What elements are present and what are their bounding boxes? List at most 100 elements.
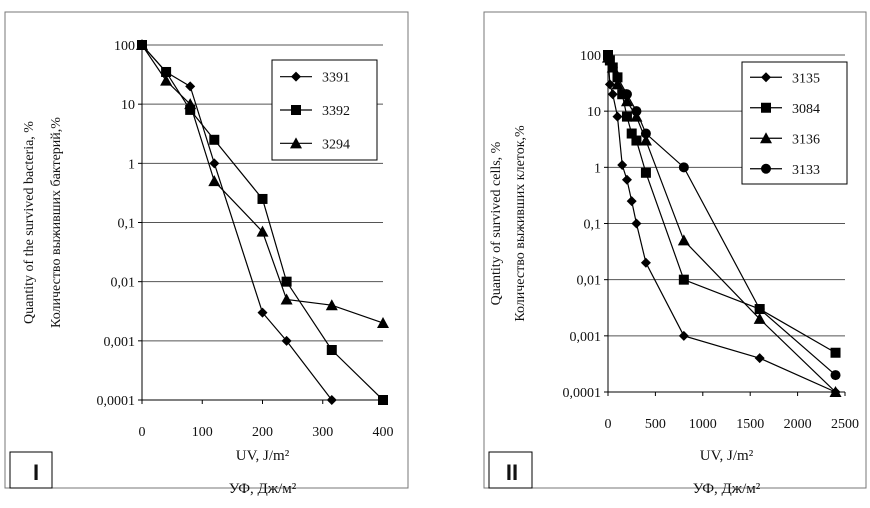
y-tick-label: 0,1 (118, 217, 136, 232)
data-point-3391 (185, 81, 196, 92)
data-point-3391 (326, 395, 337, 405)
x-axis-label: UV, J/m² (700, 448, 754, 464)
y-tick-label: 10 (121, 98, 135, 113)
data-point-3136 (639, 134, 652, 146)
legend-label-3391: 3391 (322, 71, 350, 86)
data-point-3135 (631, 218, 642, 229)
legend-label-3133: 3133 (792, 163, 820, 178)
data-point-3391 (209, 158, 220, 169)
data-point-3084 (626, 128, 637, 139)
legend: 3135 3084 3136 3133 (741, 61, 848, 185)
data-point-3084 (621, 111, 632, 122)
data-point-3135 (678, 330, 689, 341)
data-point-3294 (160, 74, 173, 86)
x-tick-label: 400 (373, 425, 394, 440)
data-point-3135 (612, 111, 623, 122)
series-line-3392 (141, 44, 384, 401)
data-point-3136 (753, 312, 766, 324)
x-axis-label-ru: УФ, Дж/м² (229, 481, 297, 497)
y-tick-label: 0,001 (104, 335, 136, 350)
data-point-3084 (631, 135, 642, 146)
y-tick-label: 0,0001 (97, 394, 136, 409)
data-point-3294 (184, 98, 197, 110)
panel-label: II (506, 460, 518, 485)
x-tick-label: 1500 (736, 417, 764, 432)
y-axis-label: Quantity of the survived bacteria, % (22, 121, 37, 324)
y-tick-label: 100 (114, 39, 135, 54)
data-point-3133 (631, 106, 642, 117)
legend-marker-3392 (291, 105, 301, 115)
data-point-3294 (280, 293, 293, 305)
legend-label-3294: 3294 (322, 137, 350, 152)
data-point-3133 (607, 62, 618, 73)
data-point-3294 (136, 39, 148, 50)
data-point-3135 (754, 353, 765, 364)
data-point-3136 (620, 95, 633, 107)
y-tick-label: 100 (580, 49, 601, 64)
data-point-3392 (209, 134, 220, 145)
data-point-3294 (377, 317, 389, 329)
x-tick-label: 300 (312, 425, 333, 440)
y-axis-label-ru: Количество выживших бактерий,% (49, 117, 64, 328)
data-point-3392 (161, 66, 172, 77)
legend-label-3136: 3136 (792, 132, 820, 147)
legend-marker-3084 (761, 102, 771, 113)
y-axis-label-ru: Количество выживших клеток,% (513, 125, 528, 322)
legend-label-3392: 3392 (322, 104, 350, 119)
x-tick-label: 100 (192, 425, 213, 440)
y-tick-label: 0,1 (584, 218, 602, 233)
data-point-3135 (621, 174, 632, 185)
data-point-3084 (640, 167, 651, 178)
data-point-3133 (612, 72, 623, 83)
data-point-3392 (257, 193, 268, 204)
data-point-3133 (621, 89, 632, 100)
x-tick-label: 500 (645, 417, 666, 432)
y-tick-label: 1 (594, 161, 601, 176)
y-tick-label: 0,01 (577, 274, 602, 289)
data-point-3135 (626, 196, 637, 207)
legend-marker-3133 (761, 163, 771, 174)
data-point-3133 (603, 52, 613, 63)
y-axis-label: Quantity of survived cells, % (489, 141, 504, 305)
panel-label-box (488, 451, 533, 489)
legend-label-3135: 3135 (792, 71, 820, 86)
series-3392 (137, 40, 388, 405)
x-tick-label: 200 (252, 425, 273, 440)
data-point-3133 (640, 128, 651, 139)
legend-marker-3294 (290, 137, 302, 149)
data-point-3391 (281, 335, 292, 346)
data-point-3136 (611, 78, 624, 90)
panel-label-box (9, 451, 53, 489)
series-3294 (136, 39, 389, 329)
legend: 3391 3392 3294 (271, 59, 378, 161)
data-point-3392 (378, 395, 388, 405)
y-tick-label: 0,0001 (563, 386, 602, 401)
x-tick-label: 2500 (831, 417, 859, 432)
y-tick-label: 1 (128, 157, 135, 172)
data-point-3392 (281, 276, 292, 287)
x-tick-label: 1000 (689, 417, 717, 432)
x-tick-label: 2000 (784, 417, 812, 432)
data-point-3084 (678, 274, 689, 285)
x-axis-label: UV, J/m² (236, 448, 290, 464)
data-point-3136 (677, 234, 690, 246)
data-point-3135 (607, 89, 618, 100)
legend-marker-3136 (760, 132, 772, 144)
panel-frame (4, 11, 409, 489)
chart-panel-1: 0,0001 0,001 0,01 0,1 1 10 100 0 100 200 300 400 Qua… (4, 11, 409, 497)
panel-label: I (33, 460, 39, 485)
y-tick-label: 10 (587, 105, 601, 120)
data-point-3135 (604, 79, 615, 90)
data-point-3136 (829, 386, 842, 397)
data-point-3133 (830, 370, 841, 381)
data-point-3135 (617, 160, 628, 171)
data-point-3133 (678, 162, 689, 173)
data-point-3084 (830, 347, 841, 358)
legend-box (741, 61, 848, 185)
legend-label-3084: 3084 (792, 102, 820, 117)
x-tick-label: 0 (605, 417, 612, 432)
series-3133 (603, 52, 841, 381)
panel-frame (483, 11, 867, 489)
